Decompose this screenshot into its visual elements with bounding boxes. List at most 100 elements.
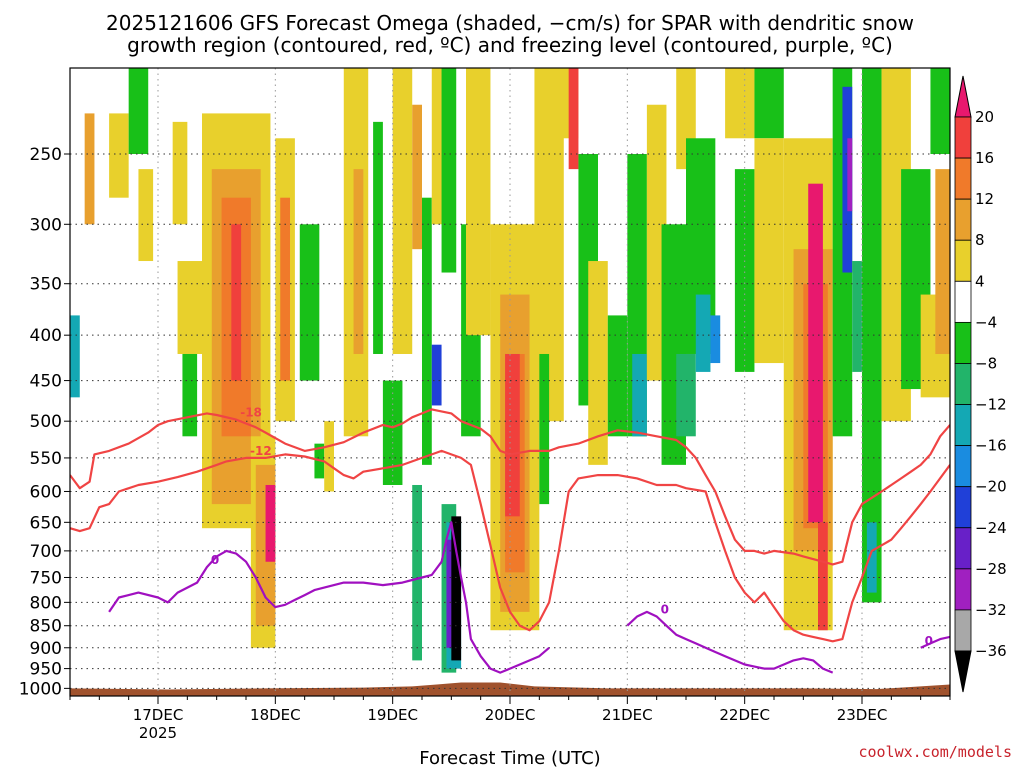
y-tick-label: 350: [30, 275, 62, 295]
omega-cell: [808, 183, 823, 523]
colorbar-label: −4: [975, 313, 997, 331]
omega-cell: [935, 169, 950, 354]
chart-title-line-1: 2025121606 GFS Forecast Omega (shaded, −…: [106, 11, 914, 35]
y-tick-label: 850: [30, 617, 62, 637]
omega-cell: [70, 315, 80, 398]
colorbar-bin: [954, 445, 972, 488]
omega-cell: [412, 484, 422, 661]
contour-line: [70, 449, 950, 643]
omega-cell: [431, 344, 442, 406]
y-tick-label: 300: [30, 215, 62, 235]
colorbar-label: −8: [975, 354, 997, 372]
x-tick-label: 22DEC: [719, 706, 770, 724]
omega-cell: [109, 113, 129, 198]
omega-cell: [172, 121, 188, 225]
colorbar-label: −24: [975, 519, 1007, 537]
omega-cell: [754, 138, 784, 364]
colorbar-bin: [954, 280, 972, 323]
y-tick-label: 600: [30, 482, 62, 502]
colorbar-label: 16: [975, 149, 994, 167]
omega-cell: [866, 522, 877, 593]
colorbar-bin: [954, 486, 972, 529]
x-tick-label: 21DEC: [602, 706, 653, 724]
omega-cell: [676, 353, 696, 437]
colorbar-bin: [954, 239, 972, 282]
colorbar-label: 12: [975, 190, 994, 208]
x-tick-label: 19DEC: [367, 706, 418, 724]
colorbar-label: 20: [975, 108, 994, 126]
contour-line: [108, 521, 550, 674]
omega-cell: [84, 113, 95, 225]
x-axis-title: Forecast Time (UTC): [419, 748, 600, 768]
omega-cell: [466, 68, 491, 336]
colorbar-bin: [954, 527, 972, 570]
omega-cell: [930, 68, 950, 155]
omega-cell: [632, 353, 647, 437]
omega-shading-layer: [70, 68, 950, 673]
colorbar-bin: [954, 404, 972, 447]
contour-line: [70, 408, 950, 566]
colorbar-bottom-arrow: [954, 650, 972, 693]
contour-label: 0: [661, 603, 669, 617]
colorbar-label: −36: [975, 642, 1007, 660]
omega-cell: [754, 68, 784, 139]
colorbar-label: −12: [975, 396, 1007, 414]
omega-cell: [299, 224, 320, 381]
omega-cell: [182, 353, 198, 437]
omega-cell: [862, 68, 882, 603]
contour-label: -12: [250, 444, 272, 458]
omega-cell: [847, 138, 853, 212]
y-tick-label: 800: [30, 593, 62, 613]
omega-cell: [138, 169, 154, 262]
y-axis: 2503003504004505005506006507007508008509…: [19, 145, 70, 699]
terrain-fill: [70, 682, 950, 696]
y-tick-label: 900: [30, 639, 62, 659]
omega-cell: [324, 421, 334, 492]
color-bar-legend: 20 16 12 8 4 −4 −8 −12 −16 −20 −24 −28 −32 −36: [954, 75, 1007, 693]
colorbar-bin: [954, 116, 972, 159]
omega-cell: [265, 484, 276, 562]
y-tick-label: 950: [30, 660, 62, 680]
colorbar-label: −20: [975, 478, 1007, 496]
y-tick-label: 250: [30, 145, 62, 165]
colorbar-label: −28: [975, 560, 1007, 578]
omega-cell: [353, 169, 364, 354]
chart-title-line-2: growth region (contoured, red, ºC) and f…: [127, 33, 893, 57]
omega-cell: [451, 516, 462, 661]
y-tick-label: 1000: [19, 679, 62, 699]
omega-cell: [280, 197, 290, 381]
y-tick-label: 550: [30, 449, 62, 469]
colorbar-label: 4: [975, 272, 985, 290]
y-tick-label: 450: [30, 372, 62, 392]
omega-cell: [588, 261, 608, 465]
colorbar-top-arrow: [954, 75, 972, 118]
terrain-layer: [70, 682, 950, 696]
omega-cell: [725, 68, 755, 139]
colorbar-label: 8: [975, 231, 985, 249]
colorbar-label: −16: [975, 437, 1007, 455]
contour-label: 0: [925, 634, 933, 648]
y-tick-label: 400: [30, 326, 62, 346]
omega-cell: [505, 353, 520, 517]
omega-cell: [539, 353, 550, 505]
x-tick-label: 17DEC: [133, 706, 184, 724]
y-tick-label: 750: [30, 568, 62, 588]
watermark-text: coolwx.com/models: [858, 743, 1012, 761]
omega-cell: [422, 197, 432, 465]
y-tick-label: 500: [30, 412, 62, 432]
colorbar-bin: [954, 198, 972, 241]
omega-cell: [818, 522, 828, 631]
omega-cell: [734, 169, 755, 372]
contour-line: [920, 635, 950, 649]
omega-cell: [695, 294, 711, 372]
x-tick-label: 20DEC: [485, 706, 536, 724]
omega-cell: [382, 380, 403, 485]
y-tick-label: 700: [30, 542, 62, 562]
contour-line: [626, 610, 834, 674]
y-tick-label: 650: [30, 513, 62, 533]
x-tick-sublabel: 2025: [139, 724, 177, 742]
colorbar-bin: [954, 321, 972, 364]
omega-cell: [710, 315, 721, 364]
colorbar-bin: [954, 363, 972, 405]
